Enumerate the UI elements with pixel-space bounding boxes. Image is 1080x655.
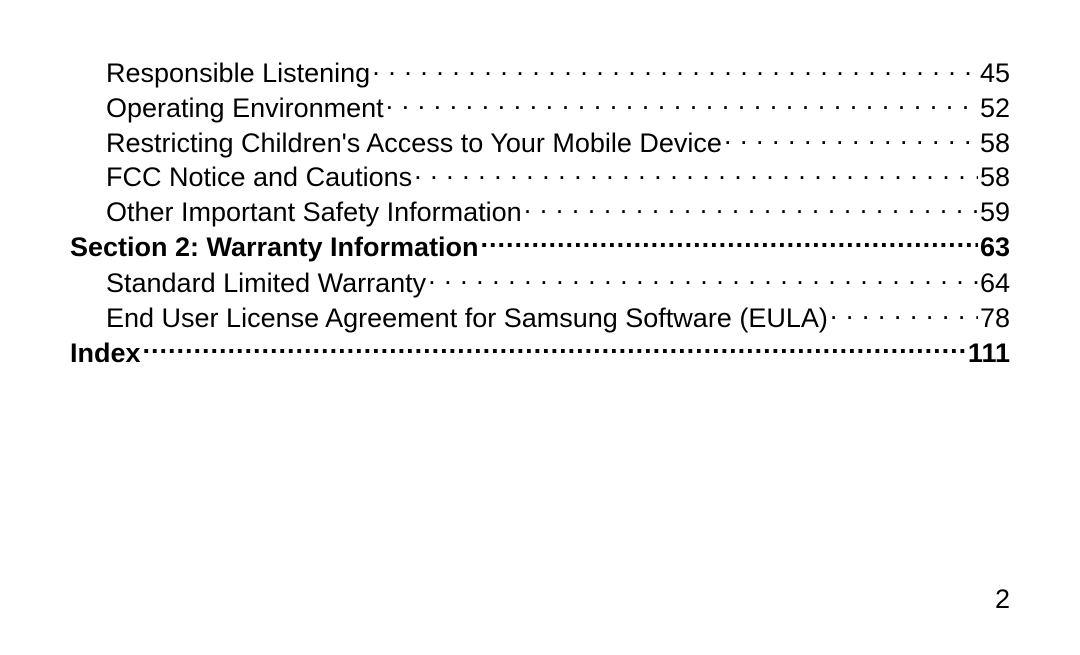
toc-section: Section 2: Warranty Information 63 (70, 229, 1010, 265)
toc-page: 63 (980, 229, 1010, 265)
toc-entry: Other Important Safety Information 59 (70, 194, 1010, 229)
toc-section: Index 111 (70, 335, 1010, 371)
toc-leader (386, 90, 978, 117)
toc-label: Restricting Children's Access to Your Mo… (106, 126, 722, 160)
toc-label: Other Important Safety Information (106, 195, 522, 229)
toc-entry: Standard Limited Warranty 64 (70, 265, 1010, 300)
toc-entry: Restricting Children's Access to Your Mo… (70, 125, 1010, 160)
toc-leader (372, 56, 978, 83)
toc-page: 58 (980, 126, 1010, 160)
toc-page: 78 (980, 301, 1010, 335)
toc-entry: Operating Environment 52 (70, 90, 1010, 125)
toc-page: 45 (980, 56, 1010, 90)
toc-leader (428, 265, 978, 292)
toc-page: 52 (980, 91, 1010, 125)
table-of-contents: Responsible Listening 45 Operating Envir… (70, 56, 1010, 371)
toc-leader (481, 229, 978, 256)
toc-label: Index (70, 335, 141, 371)
toc-leader (414, 160, 978, 187)
document-page: Responsible Listening 45 Operating Envir… (0, 0, 1080, 655)
toc-page: 59 (980, 195, 1010, 229)
toc-leader (143, 335, 966, 362)
toc-page: 58 (980, 160, 1010, 194)
toc-page: 111 (968, 335, 1010, 371)
toc-leader (724, 125, 978, 152)
toc-label: Standard Limited Warranty (106, 266, 426, 300)
page-number: 2 (995, 584, 1010, 615)
toc-label: Responsible Listening (106, 56, 370, 90)
toc-label: End User License Agreement for Samsung S… (106, 301, 828, 335)
toc-label: FCC Notice and Cautions (106, 160, 412, 194)
toc-leader (830, 300, 978, 327)
toc-label: Section 2: Warranty Information (70, 229, 479, 265)
toc-page: 64 (980, 266, 1010, 300)
toc-label: Operating Environment (106, 91, 384, 125)
toc-entry: FCC Notice and Cautions 58 (70, 160, 1010, 194)
toc-entry: Responsible Listening 45 (70, 56, 1010, 90)
toc-entry: End User License Agreement for Samsung S… (70, 300, 1010, 335)
toc-leader (524, 194, 978, 221)
